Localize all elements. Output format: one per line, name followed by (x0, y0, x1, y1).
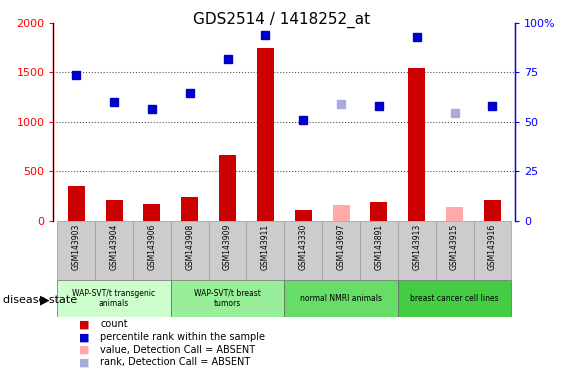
Bar (247, 221, 284, 280)
Text: rank, Detection Call = ABSENT: rank, Detection Call = ABSENT (100, 358, 251, 367)
Text: GDS2514 / 1418252_at: GDS2514 / 1418252_at (193, 12, 370, 28)
Text: ■: ■ (79, 319, 90, 329)
Text: GSM143904: GSM143904 (110, 224, 119, 270)
Bar (294, 210, 312, 221)
Text: GSM143891: GSM143891 (374, 224, 383, 270)
Text: WAP-SVT/t breast
tumors: WAP-SVT/t breast tumors (194, 289, 261, 308)
Bar (133, 221, 171, 280)
Text: normal NMRI animals: normal NMRI animals (300, 294, 382, 303)
Text: value, Detection Call = ABSENT: value, Detection Call = ABSENT (100, 345, 256, 355)
Bar (171, 221, 209, 280)
Text: GSM143911: GSM143911 (261, 224, 270, 270)
Bar (105, 200, 123, 221)
Bar (408, 68, 425, 221)
Text: disease state: disease state (3, 295, 77, 305)
Text: GSM143913: GSM143913 (412, 224, 421, 270)
Bar (360, 221, 398, 280)
Bar (68, 186, 84, 221)
Text: GSM143915: GSM143915 (450, 224, 459, 270)
Text: WAP-SVT/t transgenic
animals: WAP-SVT/t transgenic animals (73, 289, 155, 308)
Bar (284, 280, 398, 317)
Bar (333, 205, 350, 221)
Bar (473, 221, 511, 280)
Bar (171, 280, 284, 317)
Text: breast cancer cell lines: breast cancer cell lines (410, 294, 499, 303)
Bar (436, 221, 473, 280)
Text: percentile rank within the sample: percentile rank within the sample (100, 332, 265, 342)
Bar (209, 221, 247, 280)
Bar (95, 221, 133, 280)
Text: GSM143903: GSM143903 (72, 224, 81, 270)
Text: ▶: ▶ (40, 293, 50, 306)
Text: GSM143906: GSM143906 (148, 224, 157, 270)
Bar (398, 221, 436, 280)
Bar (57, 221, 95, 280)
Bar (181, 197, 198, 221)
Bar (370, 202, 387, 221)
Text: ■: ■ (79, 345, 90, 355)
Bar (398, 280, 511, 317)
Text: GSM143697: GSM143697 (337, 224, 346, 270)
Bar (446, 207, 463, 221)
Text: ■: ■ (79, 332, 90, 342)
Bar (322, 221, 360, 280)
Bar (57, 280, 171, 317)
Text: GSM143909: GSM143909 (223, 224, 232, 270)
Bar (484, 200, 501, 221)
Bar (284, 221, 322, 280)
Bar (257, 48, 274, 221)
Text: GSM143908: GSM143908 (185, 224, 194, 270)
Text: GSM143916: GSM143916 (488, 224, 497, 270)
Text: ■: ■ (79, 358, 90, 367)
Bar (219, 154, 236, 221)
Bar (144, 205, 160, 221)
Text: count: count (100, 319, 128, 329)
Text: GSM143330: GSM143330 (299, 224, 308, 270)
